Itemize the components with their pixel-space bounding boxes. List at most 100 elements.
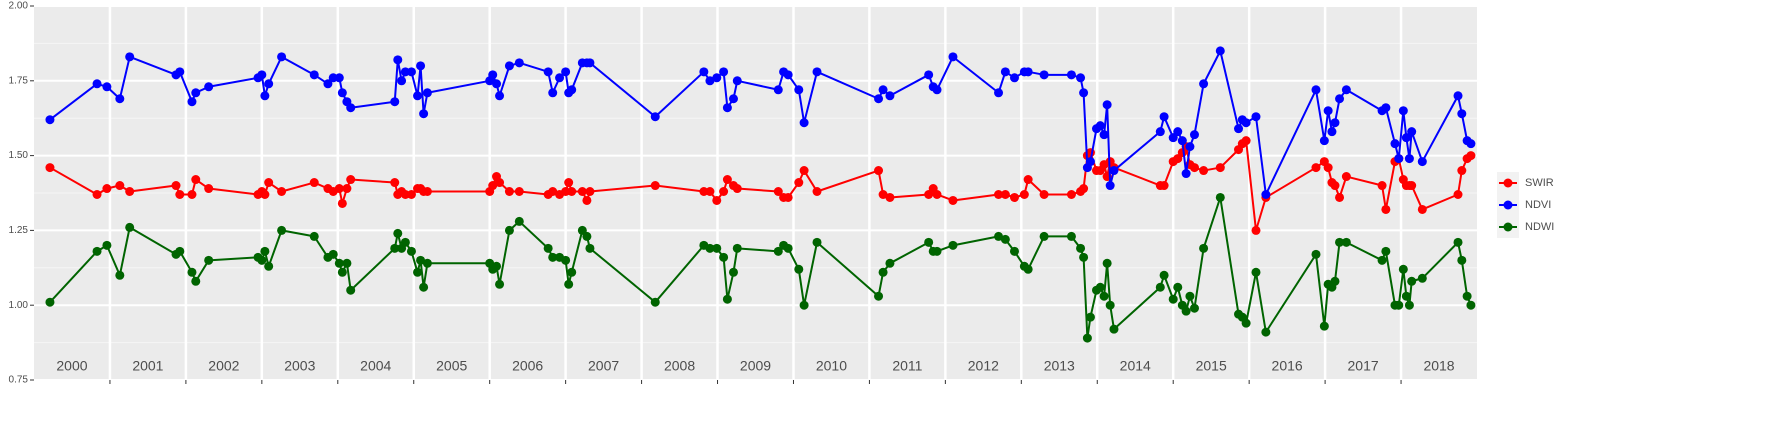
data-point [488, 181, 498, 191]
year-label: 2012 [968, 358, 999, 374]
data-point [257, 255, 267, 265]
data-point [567, 187, 577, 197]
data-point [1102, 258, 1112, 268]
data-point [504, 61, 514, 71]
data-point [1390, 139, 1400, 149]
data-point [390, 243, 400, 253]
data-point [548, 88, 558, 98]
year-label: 2008 [664, 358, 695, 374]
year-label: 2005 [436, 358, 467, 374]
data-point [1105, 300, 1115, 310]
data-point [514, 216, 524, 226]
data-point [92, 189, 102, 199]
data-point [277, 187, 287, 197]
year-label: 2009 [740, 358, 771, 374]
y-tick-label: 1.00 [9, 300, 29, 311]
data-point [799, 300, 809, 310]
data-point [422, 88, 432, 98]
data-point [416, 61, 426, 71]
data-point [1023, 67, 1033, 77]
data-point [1082, 333, 1092, 343]
data-point [1000, 189, 1010, 199]
data-point [125, 187, 135, 197]
data-point [874, 94, 884, 104]
data-point [422, 258, 432, 268]
data-point [712, 243, 722, 253]
data-point [1023, 175, 1033, 185]
data-point [561, 255, 571, 265]
data-point [1323, 106, 1333, 116]
data-point [1407, 127, 1417, 137]
legend-label: NDVI [1525, 199, 1551, 211]
data-point [650, 297, 660, 307]
data-point [323, 79, 333, 89]
data-point [419, 282, 429, 292]
data-point [773, 187, 783, 197]
data-point [204, 184, 214, 194]
data-point [1251, 225, 1261, 235]
data-point [125, 52, 135, 62]
data-point [1323, 163, 1333, 173]
data-point [334, 184, 344, 194]
data-point [1199, 243, 1209, 253]
data-point [1341, 237, 1351, 247]
data-point [264, 79, 274, 89]
year-label: 2001 [132, 358, 163, 374]
data-point [1341, 172, 1351, 182]
data-point [1466, 139, 1476, 149]
data-point [699, 67, 709, 77]
data-point [1009, 73, 1019, 83]
data-point [994, 189, 1004, 199]
data-point [585, 243, 595, 253]
data-point [171, 181, 181, 191]
data-point [1453, 237, 1463, 247]
data-point [187, 267, 197, 277]
data-point [514, 58, 524, 68]
data-point [337, 88, 347, 98]
data-point [878, 267, 888, 277]
data-point [488, 70, 498, 80]
legend-key-point [1503, 200, 1513, 210]
data-point [1099, 130, 1109, 140]
legend-key-point [1503, 178, 1513, 188]
data-point [492, 79, 502, 89]
data-point [1453, 91, 1463, 101]
data-point [328, 249, 338, 259]
data-point [175, 67, 185, 77]
data-point [1066, 189, 1076, 199]
data-point [1335, 94, 1345, 104]
year-label: 2014 [1120, 358, 1151, 374]
data-point [799, 118, 809, 128]
data-point [204, 82, 214, 92]
data-point [1241, 136, 1251, 146]
data-point [1335, 192, 1345, 202]
legend-label: NDWI [1525, 221, 1554, 233]
data-point [390, 97, 400, 107]
data-point [504, 225, 514, 235]
year-label: 2006 [512, 358, 543, 374]
data-point [728, 267, 738, 277]
y-tick-label: 0.75 [9, 375, 29, 386]
data-point [264, 261, 274, 271]
data-point [1215, 163, 1225, 173]
year-label: 2002 [208, 358, 239, 374]
data-point [924, 70, 934, 80]
data-point [495, 91, 505, 101]
data-point [543, 243, 553, 253]
data-point [416, 255, 426, 265]
data-point [878, 85, 888, 95]
data-point [1394, 154, 1404, 164]
data-point [1377, 255, 1387, 265]
data-point [514, 187, 524, 197]
data-point [1341, 85, 1351, 95]
data-point [1066, 70, 1076, 80]
data-point [705, 187, 715, 197]
data-point [1335, 237, 1345, 247]
data-point [1159, 270, 1169, 280]
data-point [1401, 291, 1411, 301]
data-point [650, 112, 660, 122]
data-point [1404, 300, 1414, 310]
data-point [1109, 324, 1119, 334]
data-point [705, 76, 715, 86]
data-point [204, 255, 214, 265]
